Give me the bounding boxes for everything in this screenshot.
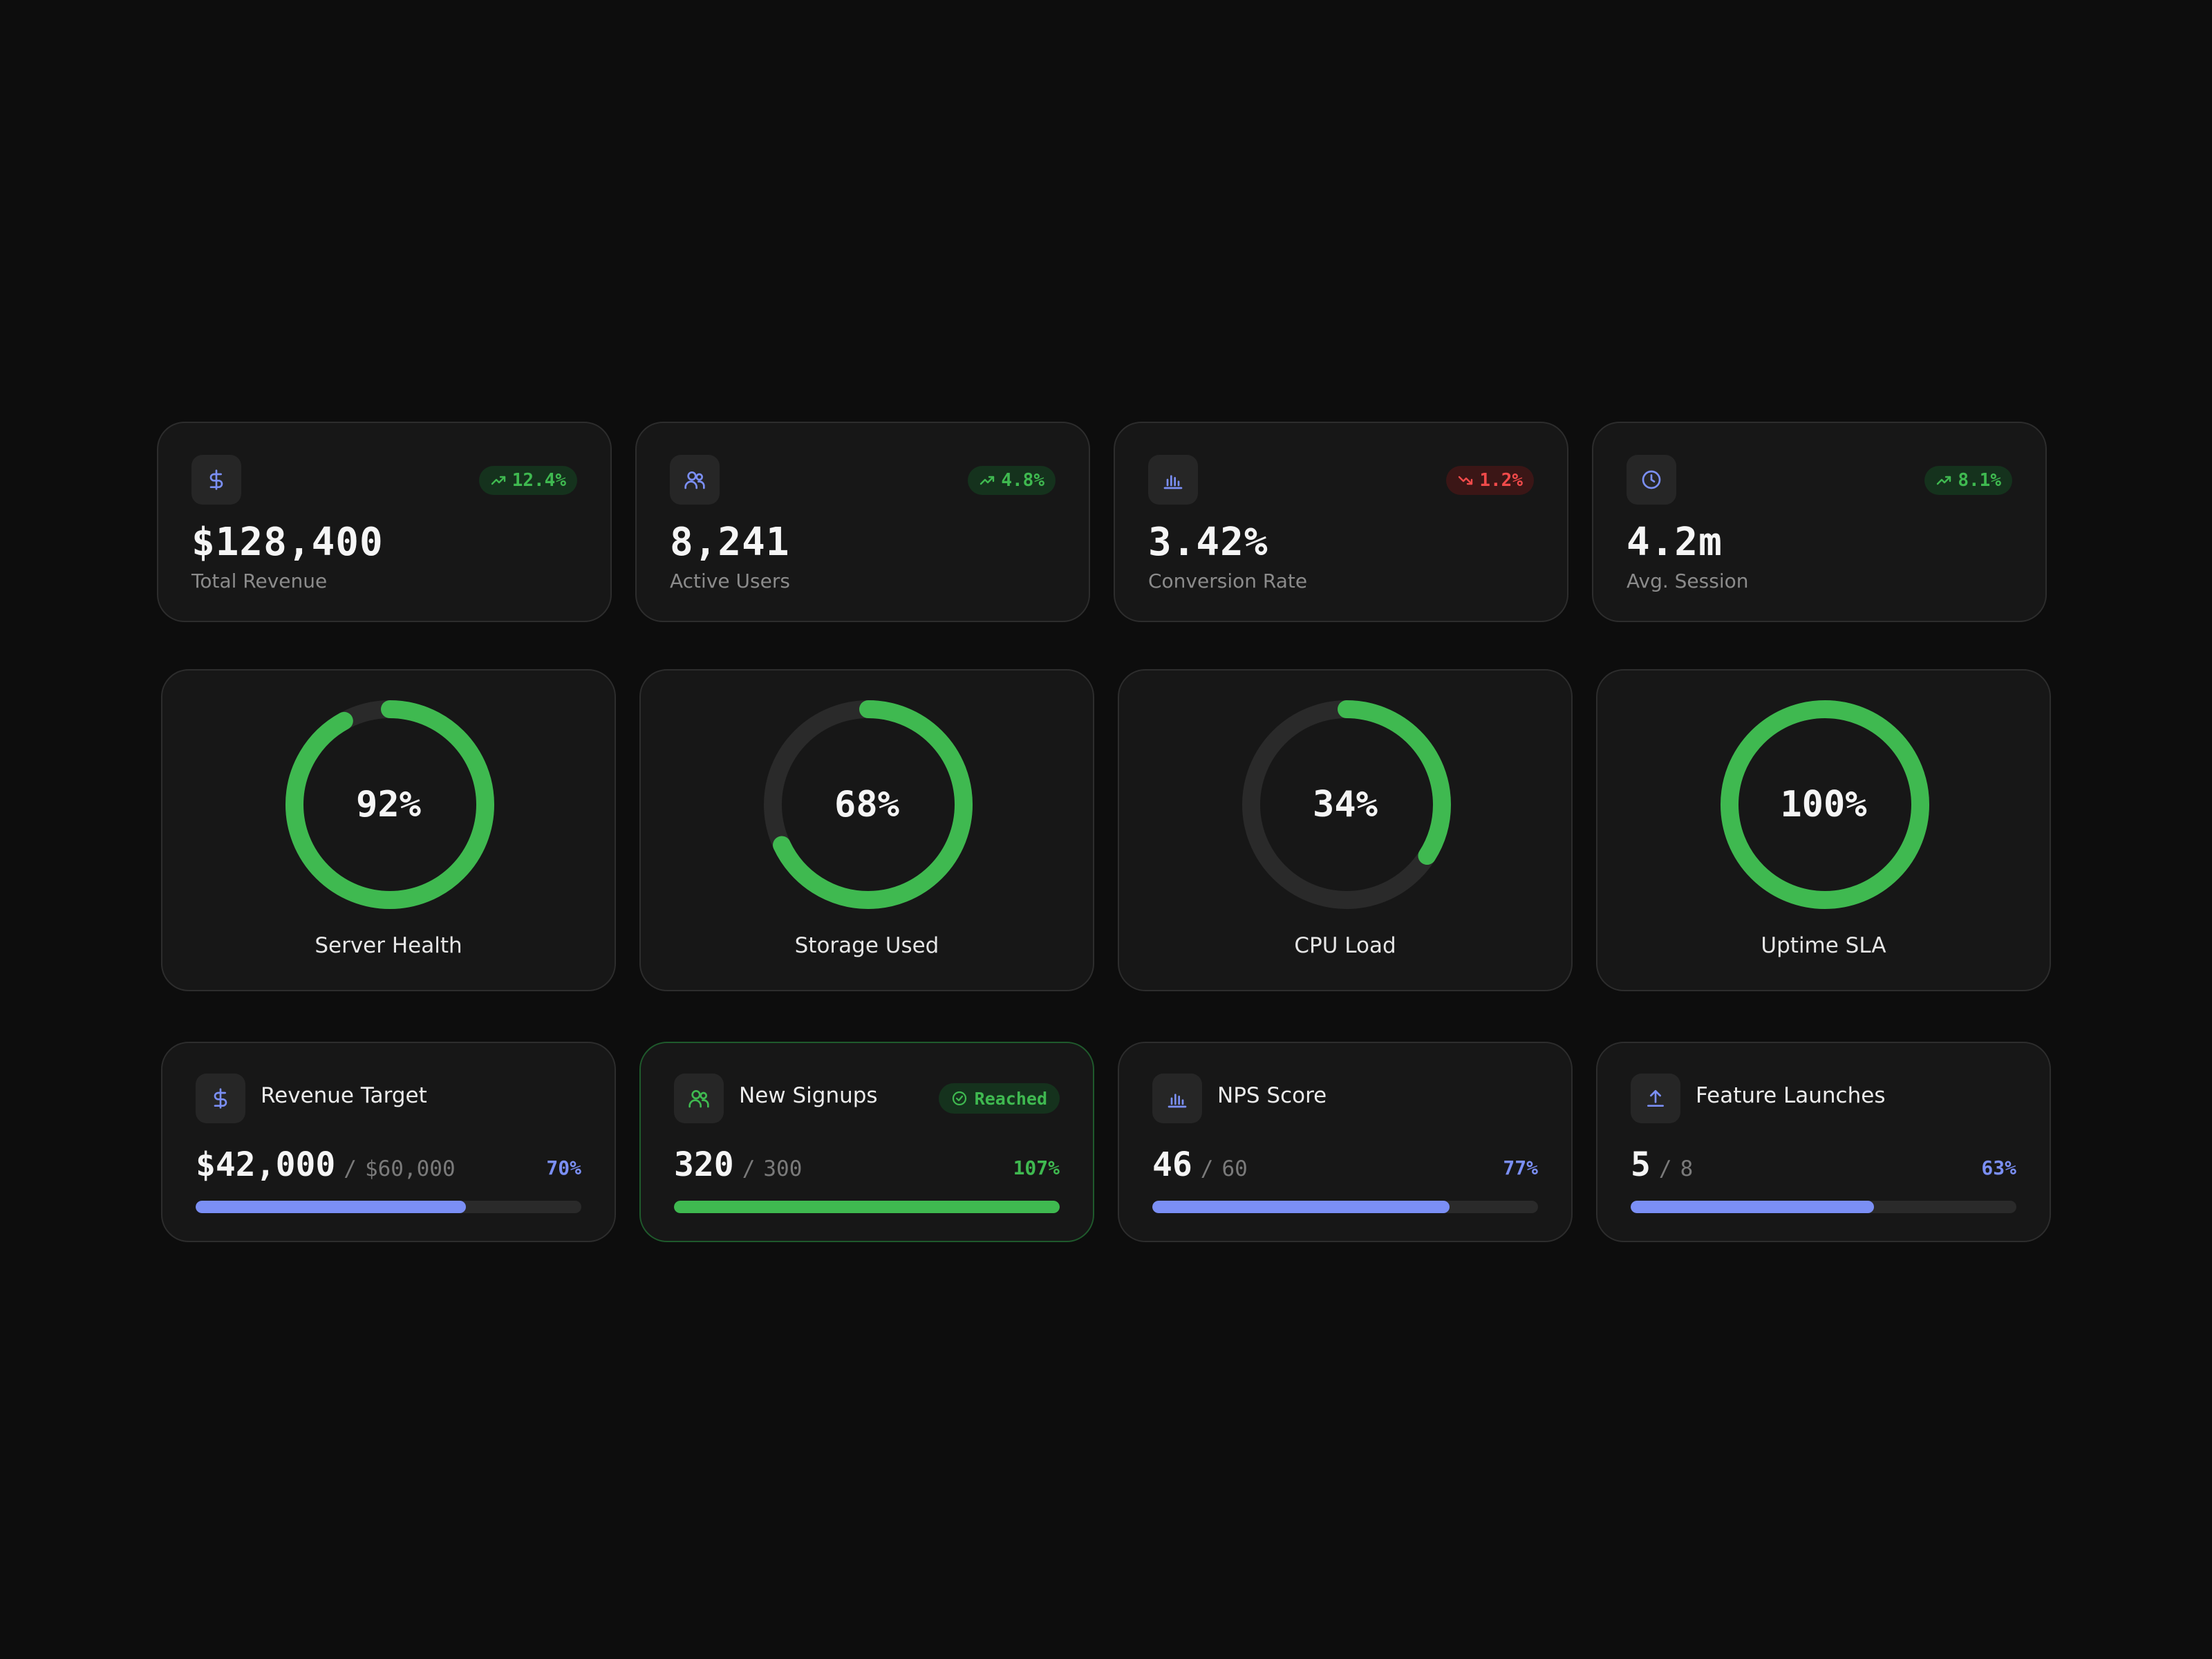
gauge-card-storage-used[interactable]: 68% Storage Used [639,669,1094,991]
reached-badge: Reached [938,1083,1060,1114]
stat-label: Conversion Rate [1148,570,1308,592]
progress-bar-fill [674,1201,1060,1213]
gauge-label: CPU Load [1294,933,1396,958]
gauge-label: Server Health [315,933,462,958]
goal-percent: 77% [1503,1156,1538,1179]
gauge-value: 68% [834,784,899,825]
goal-target: 60 [1221,1156,1248,1181]
goal-target: 300 [763,1156,803,1181]
goal-percent: 63% [1981,1156,2016,1179]
dollar-icon [196,1074,245,1123]
reached-badge-label: Reached [974,1088,1047,1109]
stat-label: Total Revenue [191,570,328,592]
progress-bar [1152,1201,1538,1213]
trend-value: 12.4% [512,470,566,491]
progress-bar [1631,1201,2016,1213]
goal-separator: / [344,1156,357,1181]
progress-bar-fill [196,1201,466,1213]
stat-card-conversion-rate[interactable]: 1.2% 3.42% Conversion Rate [1114,422,1568,622]
trend-up-icon [1937,476,1951,485]
goal-separator: / [1200,1156,1214,1181]
clock-icon [1627,455,1676,505]
upload-icon [1631,1074,1680,1123]
progress-bar [674,1201,1060,1213]
goal-percent: 70% [546,1156,581,1179]
trend-up-icon [980,476,995,485]
gauge-ring [285,700,494,909]
stat-value: 4.2m [1627,520,1723,565]
goal-title: New Signups [739,1083,878,1108]
goal-card-feature-launches[interactable]: Feature Launches 5 / 8 63% [1596,1042,2051,1242]
goal-card-new-signups[interactable]: New Signups Reached 320 / 300 107% [639,1042,1094,1242]
gauge-card-cpu-load[interactable]: 34% CPU Load [1118,669,1573,991]
gauge-value: 34% [1313,784,1378,825]
goal-progress-text: 320 / 300 [674,1145,802,1184]
gauge-card-server-health[interactable]: 92% Server Health [161,669,616,991]
goal-separator: / [1658,1156,1672,1181]
goal-value: 46 [1152,1145,1192,1184]
goal-target: 8 [1680,1156,1694,1181]
stat-value: 8,241 [670,520,790,565]
goal-card-nps-score[interactable]: NPS Score 46 / 60 77% [1118,1042,1573,1242]
stat-value: 3.42% [1148,520,1268,565]
stat-card-active-users[interactable]: 4.8% 8,241 Active Users [635,422,1090,622]
stat-card-avg-session[interactable]: 8.1% 4.2m Avg. Session [1592,422,2047,622]
gauge-ring [1242,700,1451,909]
goal-title: Revenue Target [261,1083,427,1108]
goal-separator: / [742,1156,756,1181]
goal-value: 5 [1631,1145,1651,1184]
goal-title: Feature Launches [1696,1083,1886,1108]
goal-progress-text: 5 / 8 [1631,1145,1693,1184]
gauge-label: Uptime SLA [1761,933,1886,958]
goal-card-revenue-target[interactable]: Revenue Target $42,000 / $60,000 70% [161,1042,616,1242]
trend-badge: 8.1% [1924,466,2012,495]
stat-label: Avg. Session [1627,570,1749,592]
goal-progress-text: 46 / 60 [1152,1145,1248,1184]
trend-badge: 4.8% [968,466,1056,495]
trend-badge: 1.2% [1446,466,1534,495]
goal-progress-text: $42,000 / $60,000 [196,1145,456,1184]
goal-value: 320 [674,1145,734,1184]
check-circle-icon [952,1091,966,1106]
bar-chart-icon [1152,1074,1202,1123]
goal-target: $60,000 [364,1156,456,1181]
gauge-card-uptime-sla[interactable]: 100% Uptime SLA [1596,669,2051,991]
trend-value: 8.1% [1958,470,2001,491]
trend-down-icon [1459,476,1473,485]
stat-label: Active Users [670,570,790,592]
progress-bar [196,1201,581,1213]
gauge-ring [1721,700,1929,909]
gauge-value: 92% [356,784,421,825]
goal-title: NPS Score [1217,1083,1327,1108]
gauge-label: Storage Used [794,933,939,958]
stat-card-total-revenue[interactable]: 12.4% $128,400 Total Revenue [157,422,612,622]
trend-value: 1.2% [1479,470,1523,491]
gauge-ring [764,700,973,909]
progress-bar-fill [1631,1201,1874,1213]
bar-chart-icon [1148,455,1198,505]
dollar-icon [191,455,241,505]
trend-badge: 12.4% [478,466,577,495]
goal-percent: 107% [1013,1156,1060,1179]
users-icon [674,1074,724,1123]
users-icon [670,455,720,505]
stat-value: $128,400 [191,520,384,565]
goal-value: $42,000 [196,1145,336,1184]
progress-bar-fill [1152,1201,1450,1213]
trend-up-icon [491,476,505,485]
trend-value: 4.8% [1001,470,1044,491]
gauge-value: 100% [1780,784,1867,825]
